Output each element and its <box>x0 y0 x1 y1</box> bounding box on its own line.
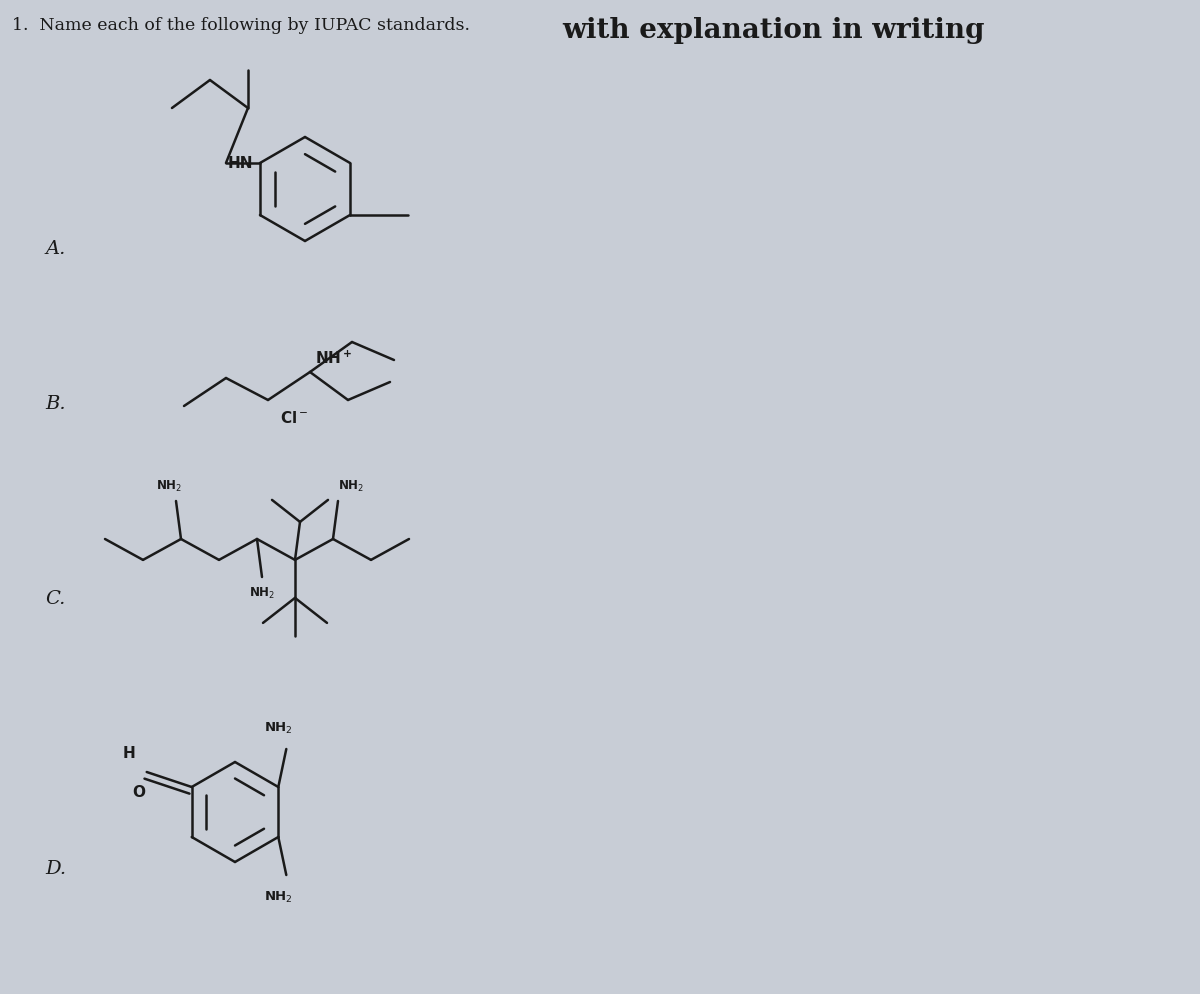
Text: B.: B. <box>46 395 66 413</box>
Text: D.: D. <box>46 859 66 877</box>
Text: H: H <box>122 746 136 760</box>
Text: NH$_2$: NH$_2$ <box>338 478 364 493</box>
Text: A.: A. <box>46 240 65 257</box>
Text: NH$_2$: NH$_2$ <box>250 585 275 600</box>
Text: NH$_2$: NH$_2$ <box>156 478 182 493</box>
Text: NH$_2$: NH$_2$ <box>264 721 293 736</box>
Text: O: O <box>132 784 145 799</box>
Text: HN: HN <box>228 156 253 171</box>
Text: NH$_2$: NH$_2$ <box>264 889 293 905</box>
Text: 1.  Name each of the following by IUPAC standards.: 1. Name each of the following by IUPAC s… <box>12 17 470 34</box>
Text: $\mathregular{NH^+}$: $\mathregular{NH^+}$ <box>314 349 353 367</box>
Text: with explanation in writing: with explanation in writing <box>562 17 984 44</box>
Text: C.: C. <box>46 589 65 607</box>
Text: Cl$^-$: Cl$^-$ <box>280 410 308 425</box>
